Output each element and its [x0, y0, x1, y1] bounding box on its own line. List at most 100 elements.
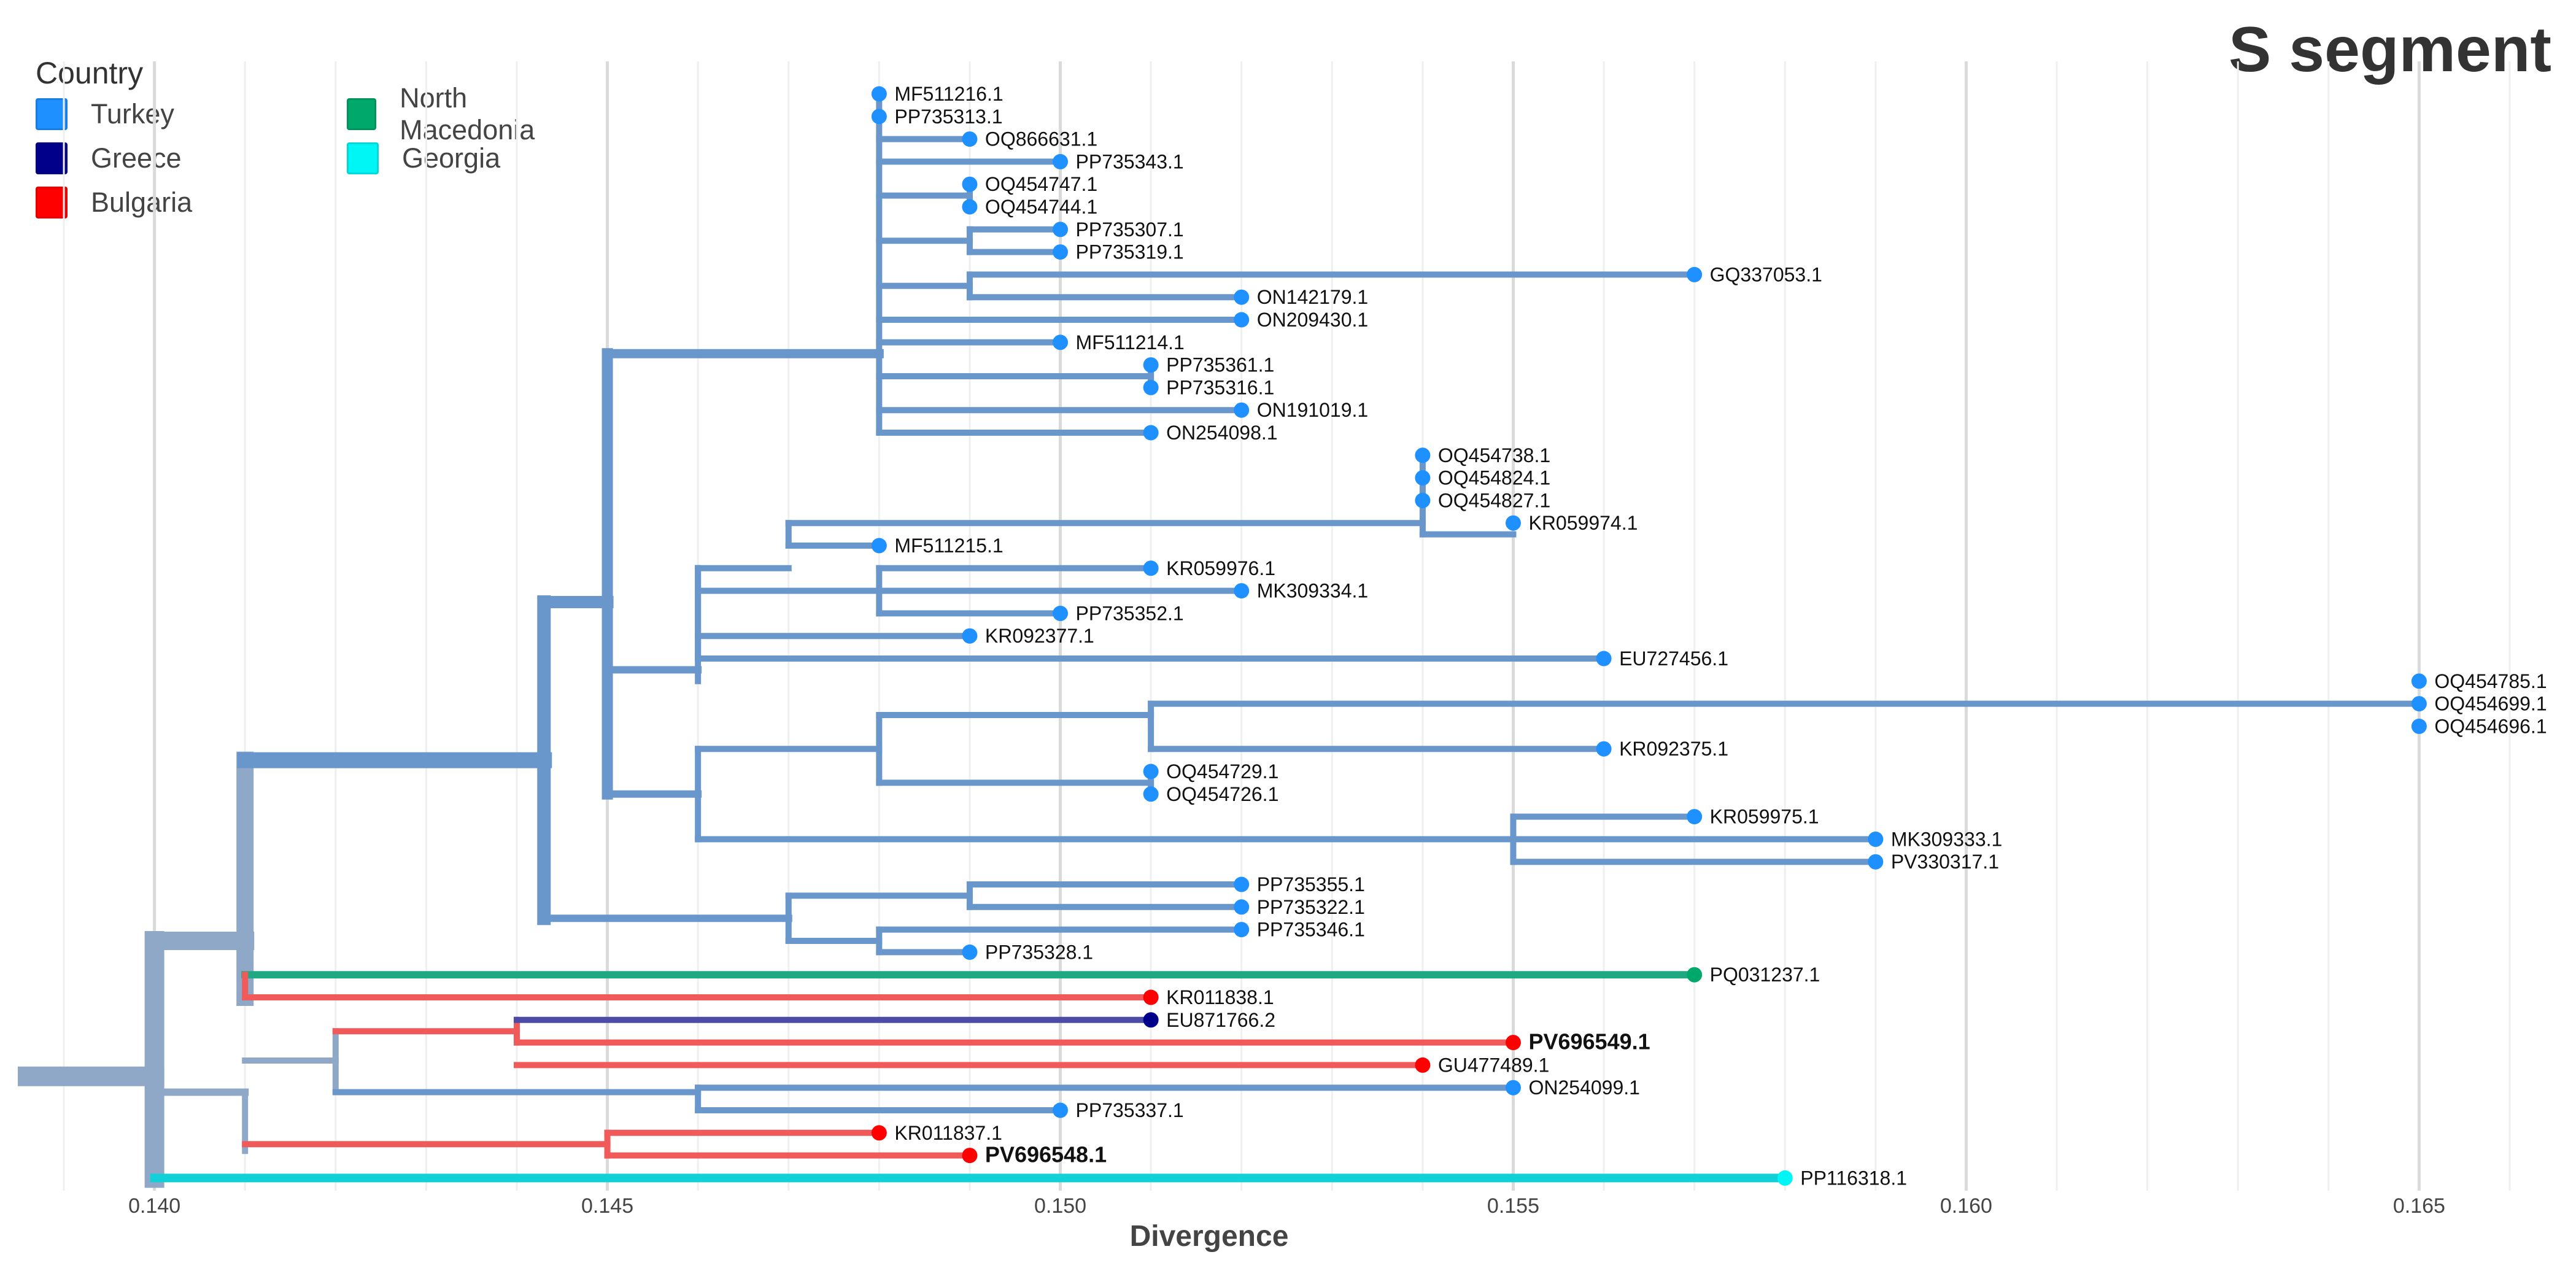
tip-label-kr092377-1: KR092377.1 — [985, 625, 1094, 647]
legend-item-georgia: Georgia — [347, 140, 592, 177]
tip-label-mf511214-1: MF511214.1 — [1076, 331, 1185, 354]
legend-swatch-georgia — [347, 142, 379, 174]
tip-label-mk309333-1: MK309333.1 — [1891, 828, 2002, 850]
tip-label-pp735355-1: PP735355.1 — [1257, 873, 1365, 895]
tip-label-pp735346-1: PP735346.1 — [1257, 919, 1365, 941]
legend-item-greece: Greece — [36, 140, 347, 177]
tip-point-oq454827-1 — [1415, 492, 1431, 508]
x-tick-label: 0.150 — [1034, 1194, 1086, 1218]
tip-label-eu727456-1: EU727456.1 — [1619, 648, 1728, 670]
x-axis-label: Divergence — [1130, 1220, 1289, 1253]
tip-label-pp735343-1: PP735343.1 — [1076, 150, 1184, 172]
tip-point-on254098-1 — [1143, 425, 1159, 441]
legend-label-turkey: Turkey — [91, 98, 174, 130]
tip-label-oq454824-1: OQ454824.1 — [1438, 467, 1550, 489]
legend-label-north-macedonia: North Macedonia — [400, 82, 535, 145]
tip-point-pp735343-1 — [1053, 153, 1069, 169]
tip-label-pp735337-1: PP735337.1 — [1076, 1099, 1184, 1121]
tip-point-gq337053-1 — [1687, 266, 1703, 282]
tip-label-pp735319-1: PP735319.1 — [1076, 241, 1184, 263]
tip-label-pp735307-1: PP735307.1 — [1076, 218, 1184, 241]
legend-grid: Turkey Greece Bulgaria North Macedonia G… — [36, 82, 592, 221]
tip-label-kr059975-1: KR059975.1 — [1710, 806, 1819, 828]
tip-point-on254099-1 — [1505, 1080, 1521, 1096]
tip-label-oq454744-1: OQ454744.1 — [985, 196, 1097, 218]
tip-label-eu871766-2: EU871766.2 — [1166, 1009, 1275, 1031]
tip-point-oq454726-1 — [1143, 786, 1159, 802]
tip-label-pp735322-1: PP735322.1 — [1257, 896, 1365, 918]
legend-swatch-greece — [36, 142, 68, 174]
tip-label-pp116318-1: PP116318.1 — [1800, 1167, 1907, 1189]
tip-point-on142179-1 — [1234, 289, 1250, 305]
tip-label-mk309334-1: MK309334.1 — [1257, 580, 1368, 602]
tip-point-kr059975-1 — [1687, 809, 1703, 825]
tip-label-on191019-1: ON191019.1 — [1257, 399, 1368, 421]
tip-point-pv696549-1 — [1505, 1035, 1521, 1051]
tip-label-oq866631-1: OQ866631.1 — [985, 128, 1097, 150]
tip-point-on191019-1 — [1234, 402, 1250, 418]
tip-label-oq454699-1: OQ454699.1 — [2434, 693, 2547, 715]
tip-label-oq454827-1: OQ454827.1 — [1438, 489, 1550, 511]
legend-label-bulgaria: Bulgaria — [91, 187, 193, 218]
tip-point-pp116318-1 — [1777, 1170, 1793, 1186]
tip-point-gu477489-1 — [1415, 1057, 1431, 1073]
tip-label-kr059976-1: KR059976.1 — [1166, 557, 1275, 579]
tip-point-pp735328-1 — [962, 944, 978, 960]
x-tick-label: 0.145 — [581, 1194, 633, 1218]
tip-label-oq454785-1: OQ454785.1 — [2434, 670, 2547, 692]
tip-point-pv696548-1 — [962, 1148, 978, 1164]
tip-label-oq454729-1: OQ454729.1 — [1166, 760, 1278, 783]
tip-point-kr011838-1 — [1143, 989, 1159, 1005]
tip-point-pp735313-1 — [871, 109, 887, 125]
tip-label-oq454726-1: OQ454726.1 — [1166, 783, 1278, 805]
legend-item-bulgaria: Bulgaria — [36, 184, 347, 221]
tip-label-kr011837-1: KR011837.1 — [894, 1122, 1002, 1144]
tip-label-pv696548-1: PV696548.1 — [985, 1142, 1107, 1167]
tip-label-kr059974-1: KR059974.1 — [1528, 512, 1638, 534]
legend-label-georgia: Georgia — [402, 142, 501, 174]
tip-point-mf511216-1 — [871, 86, 887, 102]
tip-point-oq454824-1 — [1415, 470, 1431, 486]
tip-label-mf511215-1: MF511215.1 — [894, 535, 1003, 557]
legend-item-north-macedonia: North Macedonia — [347, 82, 592, 145]
tip-point-mf511214-1 — [1053, 334, 1069, 350]
tip-point-oq454738-1 — [1415, 447, 1431, 463]
chart-title: S segment — [2229, 14, 2551, 85]
tip-label-on209430-1: ON209430.1 — [1257, 309, 1368, 331]
tip-label-oq454696-1: OQ454696.1 — [2434, 715, 2547, 737]
tip-point-kr059976-1 — [1143, 560, 1159, 576]
tip-point-oq866631-1 — [962, 131, 978, 147]
tip-point-eu727456-1 — [1596, 651, 1612, 667]
legend-swatch-north-macedonia — [347, 98, 377, 130]
tree-tips: MF511216.1PP735313.1OQ866631.1PP735343.1… — [871, 83, 2547, 1189]
x-tick-label: 0.165 — [2393, 1194, 2445, 1218]
tip-point-on209430-1 — [1234, 312, 1250, 328]
tip-label-on142179-1: ON142179.1 — [1257, 286, 1368, 308]
tip-point-kr011837-1 — [871, 1125, 887, 1141]
tip-point-pp735319-1 — [1053, 244, 1069, 260]
tip-point-pv330317-1 — [1868, 854, 1884, 870]
tip-point-oq454747-1 — [962, 176, 978, 192]
tip-point-pp735355-1 — [1234, 876, 1250, 892]
tip-label-kr011838-1: KR011838.1 — [1166, 986, 1274, 1008]
tip-point-pq031237-1 — [1687, 967, 1703, 983]
tip-label-pp735352-1: PP735352.1 — [1076, 602, 1184, 624]
tip-point-kr092375-1 — [1596, 741, 1612, 757]
tip-label-kr092375-1: KR092375.1 — [1619, 738, 1728, 760]
tip-label-on254098-1: ON254098.1 — [1166, 422, 1277, 444]
tip-label-pp735328-1: PP735328.1 — [985, 941, 1093, 963]
tip-point-mk309334-1 — [1234, 583, 1250, 599]
tip-label-gq337053-1: GQ337053.1 — [1710, 263, 1822, 285]
legend: Country Turkey Greece Bulgaria North Mac… — [36, 55, 592, 221]
x-tick-label: 0.155 — [1487, 1194, 1539, 1218]
legend-title: Country — [36, 56, 144, 90]
legend-item-turkey: Turkey — [36, 96, 347, 133]
tip-point-oq454729-1 — [1143, 764, 1159, 779]
x-tick-label: 0.160 — [1940, 1194, 1992, 1218]
tip-point-pp735346-1 — [1234, 922, 1250, 938]
tip-label-pp735361-1: PP735361.1 — [1166, 354, 1274, 376]
tip-label-oq454738-1: OQ454738.1 — [1438, 444, 1550, 466]
x-axis: 0.140 0.145 0.150 0.155 0.160 0.165 — [128, 1194, 2445, 1218]
tip-point-eu871766-2 — [1143, 1012, 1159, 1028]
tip-label-on254099-1: ON254099.1 — [1528, 1077, 1639, 1099]
